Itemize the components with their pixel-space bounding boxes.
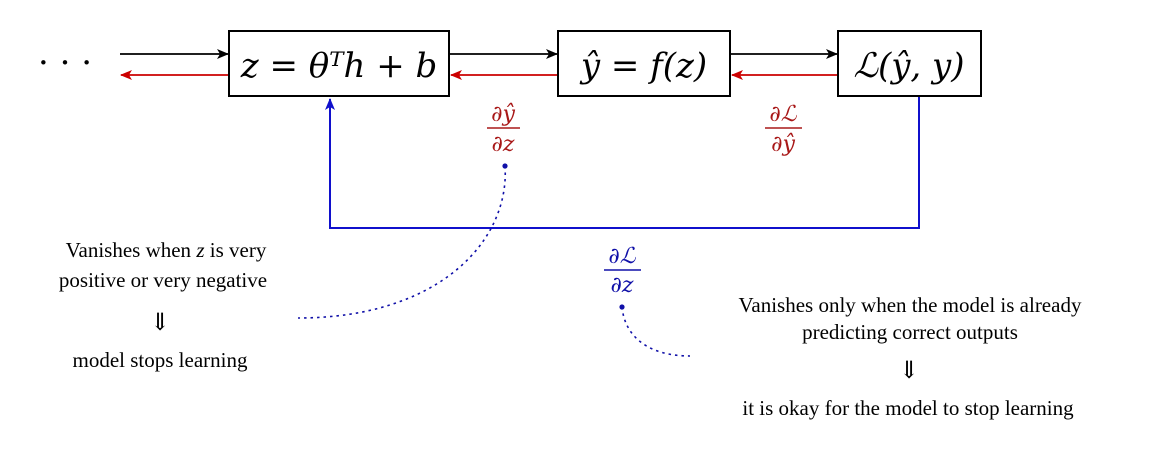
direct-gradient-path [325, 97, 920, 229]
gradient-dL-dyhat: ∂ℒ ∂ŷ [765, 102, 802, 157]
gradient-dL-dyhat-denominator: ∂ŷ [771, 132, 795, 157]
gradient-dyhat-dz: ∂ŷ ∂z [487, 102, 520, 157]
activation-box: ŷ = f(z) [557, 30, 731, 97]
linear-box-label: z = θᵀh + b [240, 46, 438, 86]
connector-curve-right [621, 306, 691, 357]
gradient-dL-dz-numerator: ∂ℒ [608, 244, 636, 269]
note-right-line2: predicting correct outputs [802, 320, 1018, 344]
note-right: Vanishes only when the model is already … [739, 293, 1082, 420]
gradient-dyhat-dz-denominator: ∂z [492, 132, 515, 157]
note-left-line2: positive or very negative [59, 268, 267, 292]
loss-box: ℒ(ŷ, y) [837, 30, 982, 97]
gradient-dyhat-dz-numerator: ∂ŷ [491, 102, 515, 127]
loss-box-label: ℒ(ŷ, y) [853, 46, 964, 86]
gradient-dL-dz-denominator: ∂z [611, 273, 634, 298]
ellipsis: · · · [38, 43, 92, 83]
gradient-dL-dz: ∂ℒ ∂z [604, 244, 641, 298]
note-left-line1: Vanishes when z is very [66, 238, 267, 262]
note-right-line3: it is okay for the model to stop learnin… [742, 396, 1074, 420]
connector-curve-left [297, 165, 506, 319]
gradient-dL-dyhat-numerator: ∂ℒ [769, 102, 797, 127]
note-left: Vanishes when z is very positive or very… [59, 238, 267, 372]
note-right-line1: Vanishes only when the model is already [739, 293, 1082, 317]
note-left-line3: model stops learning [73, 348, 248, 372]
activation-box-label: ŷ = f(z) [579, 46, 707, 86]
implies-arrow-right: ⇓ [899, 356, 919, 384]
implies-arrow-left: ⇓ [150, 308, 170, 336]
linear-box: z = θᵀh + b [228, 30, 450, 97]
